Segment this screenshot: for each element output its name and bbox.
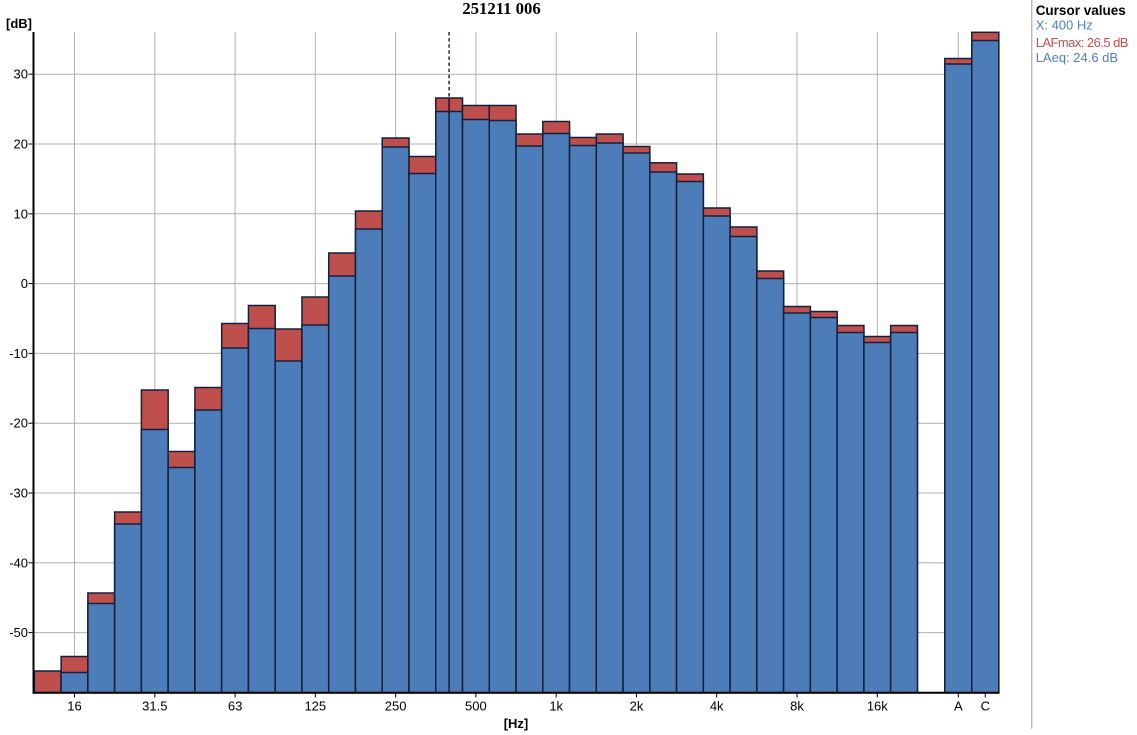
svg-text:-30: -30	[9, 486, 28, 501]
svg-text:LAFmax: 26.5 dB: LAFmax: 26.5 dB	[1036, 35, 1128, 50]
svg-text:LAeq: 24.6 dB: LAeq: 24.6 dB	[1036, 50, 1118, 65]
svg-text:251211 006: 251211 006	[462, 0, 540, 18]
svg-text:20: 20	[14, 137, 28, 152]
svg-text:[dB]: [dB]	[6, 16, 32, 31]
svg-text:4k: 4k	[710, 699, 724, 714]
svg-text:10: 10	[14, 206, 28, 221]
svg-text:1k: 1k	[549, 699, 563, 714]
svg-text:-10: -10	[9, 346, 28, 361]
svg-text:A: A	[954, 699, 963, 714]
svg-text:-20: -20	[9, 416, 28, 431]
svg-text:C: C	[981, 699, 990, 714]
svg-text:Cursor values: Cursor values	[1036, 3, 1126, 18]
svg-text:500: 500	[465, 699, 487, 714]
svg-text:-40: -40	[9, 555, 28, 570]
svg-text:-50: -50	[9, 625, 28, 640]
svg-text:16k: 16k	[867, 699, 888, 714]
svg-text:63: 63	[228, 699, 242, 714]
svg-text:250: 250	[385, 699, 407, 714]
svg-text:31.5: 31.5	[142, 699, 167, 714]
svg-text:8k: 8k	[790, 699, 804, 714]
svg-text:X: 400 Hz: X: 400 Hz	[1036, 18, 1093, 33]
svg-text:125: 125	[304, 699, 326, 714]
svg-text:[Hz]: [Hz]	[504, 716, 529, 731]
svg-text:2k: 2k	[630, 699, 644, 714]
svg-text:30: 30	[14, 67, 28, 82]
svg-text:0: 0	[21, 276, 28, 291]
svg-text:16: 16	[67, 699, 81, 714]
